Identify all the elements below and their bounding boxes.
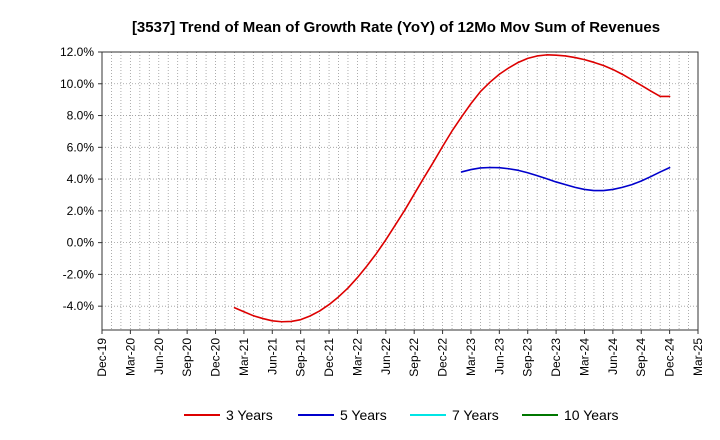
chart-title: [3537] Trend of Mean of Growth Rate (YoY… bbox=[132, 19, 660, 36]
x-tick-label: Sep-22 bbox=[407, 338, 421, 377]
y-tick-label: 6.0% bbox=[67, 140, 95, 154]
x-tick-label: Mar-22 bbox=[350, 338, 364, 376]
x-tick-label: Dec-23 bbox=[549, 338, 563, 377]
x-tick-label: Jun-21 bbox=[265, 338, 279, 375]
grid-lines bbox=[102, 51, 698, 330]
legend: 3 Years 5 Years 7 Years 10 Years bbox=[184, 407, 619, 423]
legend-label-0: 3 Years bbox=[226, 407, 273, 423]
x-tick-label: Jun-23 bbox=[492, 338, 506, 375]
series-layer bbox=[233, 54, 671, 323]
plot-background bbox=[102, 52, 698, 330]
y-tick-label: 2.0% bbox=[67, 204, 95, 218]
y-tick-label: -4.0% bbox=[63, 299, 95, 313]
x-tick-label: Dec-21 bbox=[322, 338, 336, 377]
x-tick-label: Jun-20 bbox=[152, 338, 166, 375]
x-tick-label: Sep-21 bbox=[294, 338, 308, 377]
y-tick-label: 4.0% bbox=[67, 172, 95, 186]
x-tick-label: Sep-24 bbox=[634, 338, 648, 377]
y-tick-label: 0.0% bbox=[67, 236, 95, 250]
x-tick-label: Dec-24 bbox=[663, 338, 677, 377]
x-tick-label: Dec-19 bbox=[95, 338, 109, 377]
x-tick-label: Dec-20 bbox=[209, 338, 223, 377]
x-tick-label: Mar-23 bbox=[464, 338, 478, 376]
x-tick-label: Sep-20 bbox=[180, 338, 194, 377]
x-tick-label: Mar-25 bbox=[691, 338, 705, 376]
x-tick-label: Sep-23 bbox=[521, 338, 535, 377]
y-tick-label: 12.0% bbox=[60, 45, 94, 59]
x-tick-label: Jun-24 bbox=[606, 338, 620, 375]
plot-frame bbox=[101, 51, 699, 331]
plot-area bbox=[102, 52, 698, 330]
axes: 12.0% 10.0% 8.0% 6.0% 4.0% 2.0% 0.0% -2.0% -4.0%… bbox=[60, 45, 705, 377]
x-tick-label: Dec-22 bbox=[436, 338, 450, 377]
series-line-1 bbox=[460, 166, 671, 192]
x-tick-label: Mar-20 bbox=[123, 338, 137, 376]
series-line-0 bbox=[233, 54, 671, 323]
legend-label-1: 5 Years bbox=[340, 407, 387, 423]
y-tick-label: 8.0% bbox=[67, 109, 95, 123]
x-tick-label: Mar-24 bbox=[577, 338, 591, 376]
legend-label-3: 10 Years bbox=[564, 407, 619, 423]
y-tick-label: 10.0% bbox=[60, 77, 94, 91]
y-tick-label: -2.0% bbox=[63, 267, 95, 281]
legend-label-2: 7 Years bbox=[452, 407, 499, 423]
x-tick-label: Mar-21 bbox=[237, 338, 251, 376]
x-tick-label: Jun-22 bbox=[379, 338, 393, 375]
